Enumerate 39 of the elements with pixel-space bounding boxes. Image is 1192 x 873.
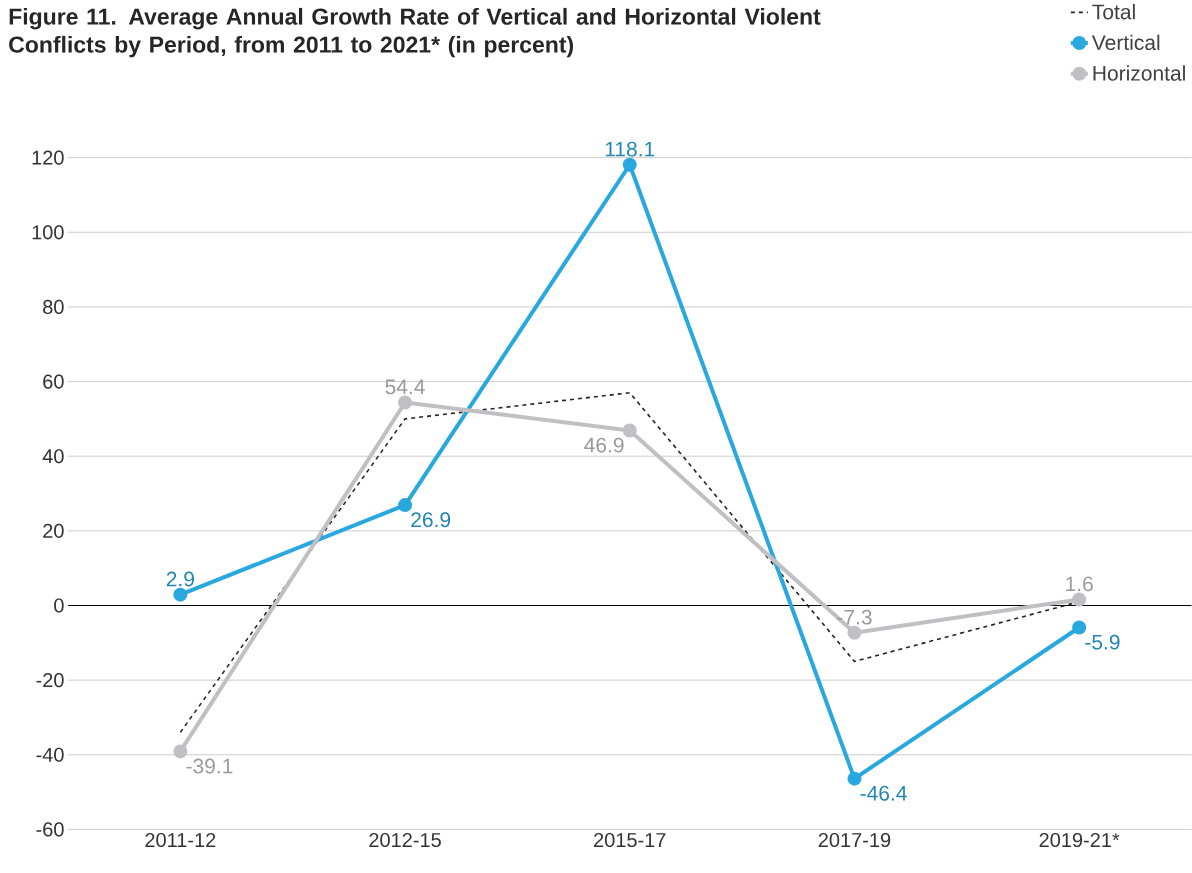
x-tick-label: 2015-17 — [594, 832, 666, 847]
x-tick-label: 2012-15 — [369, 832, 441, 847]
y-tick-label: -60 — [36, 822, 64, 837]
point — [173, 744, 188, 759]
y-tick-label: -20 — [36, 672, 64, 688]
y-tick-label: -40 — [36, 747, 64, 762]
x-tick-label: 2011-12 — [145, 832, 216, 847]
point — [398, 497, 413, 512]
point — [1072, 620, 1087, 635]
point — [398, 395, 413, 410]
data-label: -7.3 — [837, 609, 872, 625]
data-label: 46.9 — [584, 437, 624, 453]
x-tick-label: 2019-21* — [1039, 832, 1120, 847]
data-label: 118.1 — [605, 141, 655, 157]
data-label: -39.1 — [186, 758, 233, 774]
point — [847, 771, 862, 786]
data-label: 1.6 — [1066, 576, 1093, 592]
chart-title: Figure 11. Average Annual Growth Rate of Vertical and Horizontal Violent Conflicts by Period, from 2011 to 2021* (in percent) — [9, 7, 821, 58]
point — [622, 423, 637, 438]
point — [1072, 592, 1087, 607]
y-tick-label: 80 — [43, 299, 64, 314]
y-tick-label: 40 — [42, 448, 64, 464]
data-label: 2.9 — [166, 571, 194, 587]
legend-label: Total — [1092, 3, 1135, 20]
x-tick-label: 2017-19 — [818, 832, 891, 847]
point — [847, 625, 862, 640]
data-label: -46.4 — [860, 785, 907, 801]
legend-label: Horizontal — [1093, 65, 1185, 81]
y-tick-label: 100 — [32, 225, 64, 240]
data-label: -5.9 — [1085, 634, 1120, 650]
data-label: 26.9 — [411, 512, 451, 527]
y-tick-label: 60 — [43, 374, 64, 389]
point — [173, 587, 188, 602]
point — [622, 157, 637, 172]
y-tick-label: 20 — [43, 523, 64, 538]
y-tick-label: 0 — [54, 598, 64, 613]
y-tick-label: 120 — [32, 150, 64, 165]
legend-label: Vertical — [1091, 34, 1160, 50]
data-label: 54.4 — [385, 379, 425, 395]
